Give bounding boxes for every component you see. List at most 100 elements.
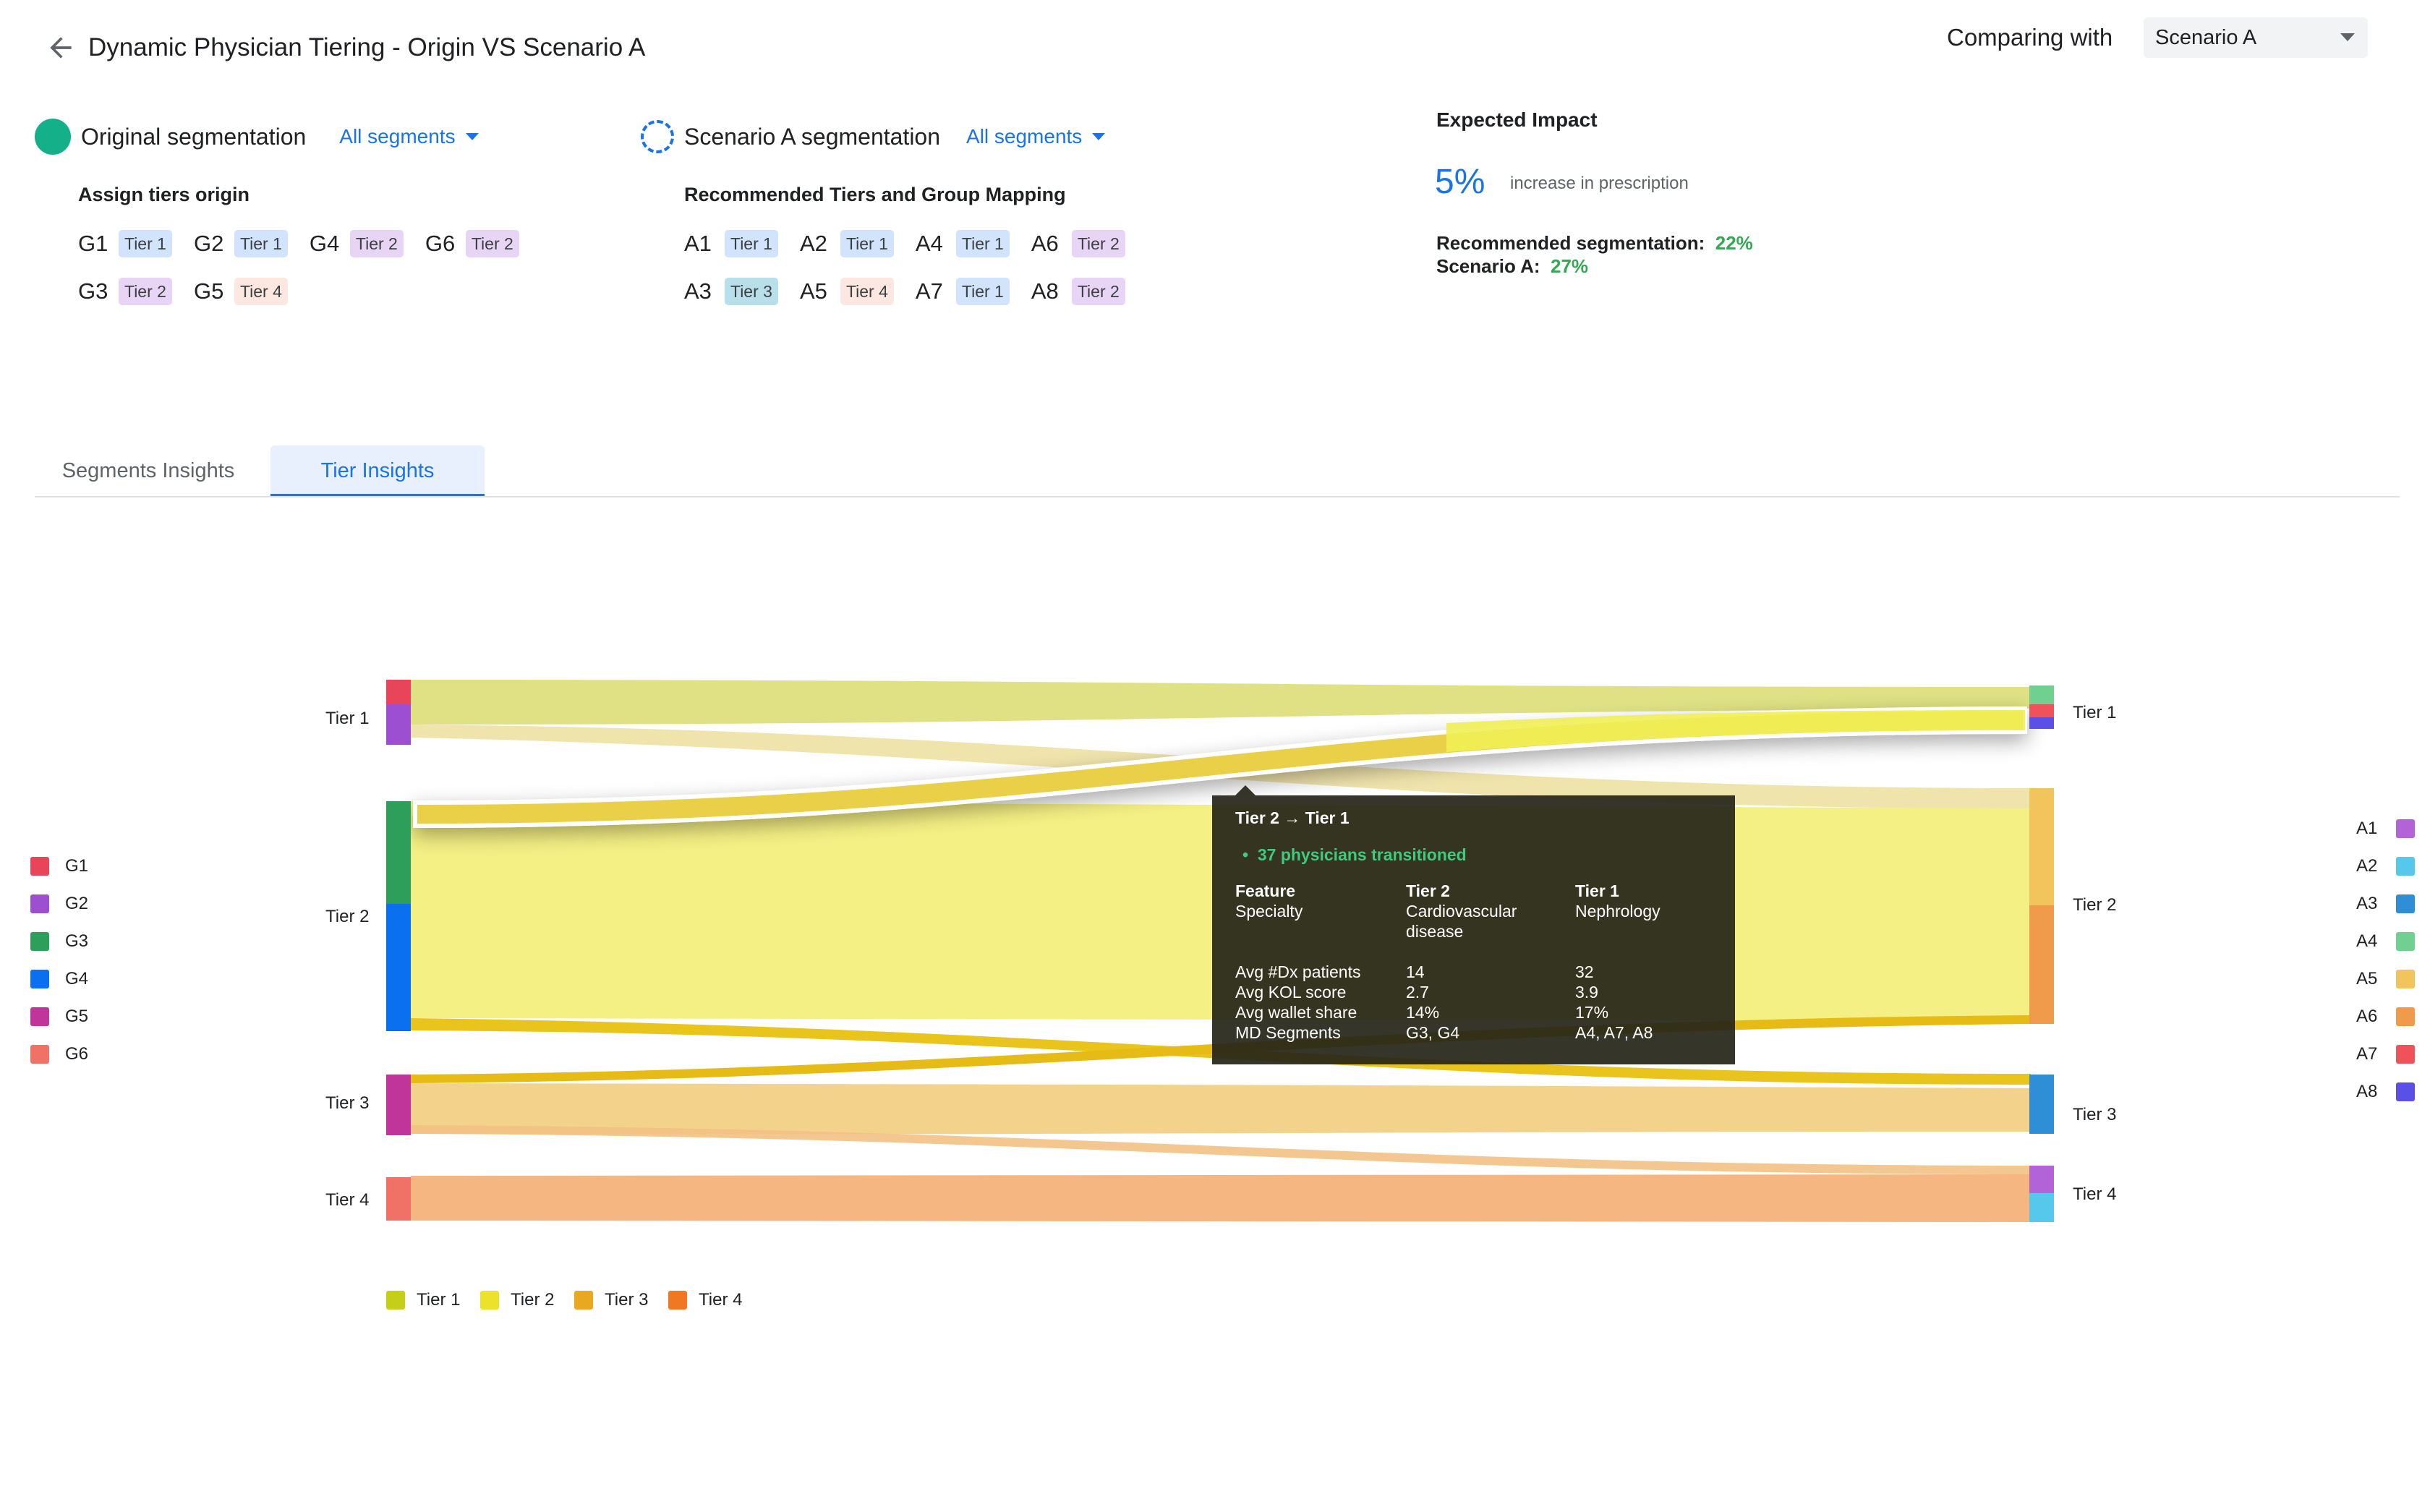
legend-label: G6 bbox=[65, 1044, 89, 1064]
segment-name: G1 bbox=[78, 231, 108, 256]
flow-tooltip: Tier 2 → Tier 1 • 37 physicians transiti… bbox=[1212, 795, 1735, 1064]
tooltip-count: • 37 physicians transitioned bbox=[1242, 845, 1467, 864]
chip-row: A1 Tier 1 A2 Tier 1 A4 Tier 1 A6 Tier 2 bbox=[684, 230, 1147, 257]
segment-chip-item: G6 Tier 2 bbox=[425, 230, 519, 257]
left-tier3-label: Tier 3 bbox=[325, 1093, 370, 1113]
legend-item-g3[interactable]: G3 bbox=[30, 931, 88, 952]
tooltip-cell: 2.7 bbox=[1406, 983, 1429, 1001]
legend-item-g2[interactable]: G2 bbox=[30, 894, 88, 914]
tooltip-cell: 17% bbox=[1575, 1003, 1609, 1022]
legend-item-a7[interactable]: A7 bbox=[2356, 1044, 2416, 1064]
node-left-tier4-g6[interactable] bbox=[386, 1177, 411, 1221]
legend-item-a3[interactable]: A3 bbox=[2356, 894, 2416, 914]
scenario-subtitle: Recommended Tiers and Group Mapping bbox=[684, 184, 1066, 205]
tier-legend-item[interactable]: Tier 4 bbox=[668, 1290, 742, 1310]
node-left-tier2-g3[interactable] bbox=[386, 801, 411, 904]
segment-chip-item: G2 Tier 1 bbox=[194, 230, 288, 257]
legend-label: A6 bbox=[2356, 1007, 2378, 1026]
tier-legend-label: Tier 1 bbox=[417, 1290, 461, 1310]
legend-swatch bbox=[30, 857, 49, 876]
tier-chip: Tier 2 bbox=[349, 230, 404, 257]
scenario-tier-chips: A1 Tier 1 A2 Tier 1 A4 Tier 1 A6 Tier 2 A3 Tier 3… bbox=[684, 230, 1147, 325]
legend-item-a2[interactable]: A2 bbox=[2356, 856, 2416, 876]
caret-down-icon bbox=[1092, 133, 1106, 140]
legend-item-a5[interactable]: A5 bbox=[2356, 969, 2416, 989]
original-filter-dropdown[interactable]: All segments bbox=[339, 125, 479, 148]
legend-item-a8[interactable]: A8 bbox=[2356, 1082, 2416, 1102]
tooltip-count-text: 37 physicians transitioned bbox=[1257, 845, 1467, 864]
legend-item-g5[interactable]: G5 bbox=[30, 1007, 88, 1027]
node-right-tier1-a4[interactable] bbox=[2029, 685, 2054, 704]
rec-label: Recommended segmentation: bbox=[1436, 232, 1705, 254]
legend-swatch bbox=[2396, 894, 2416, 913]
legend-item-g6[interactable]: G6 bbox=[30, 1044, 88, 1064]
tier-legend-item[interactable]: Tier 3 bbox=[574, 1290, 648, 1310]
tab-tier-insights[interactable]: Tier Insights bbox=[270, 445, 485, 497]
flow-tier1-tier1[interactable] bbox=[411, 680, 2031, 725]
tier-legend-item[interactable]: Tier 1 bbox=[386, 1290, 460, 1310]
original-segmentation-header: Original segmentation All segments bbox=[35, 119, 479, 155]
flow-tier3-tier4[interactable] bbox=[411, 1125, 2031, 1174]
legend-label: G3 bbox=[65, 931, 89, 951]
tier-chip: Tier 2 bbox=[119, 278, 172, 305]
node-left-tier1-g2[interactable] bbox=[386, 704, 411, 745]
segment-chip-item: A1 Tier 1 bbox=[684, 230, 778, 257]
node-left-tier1-g1[interactable] bbox=[386, 680, 411, 704]
segment-chip-item: A5 Tier 4 bbox=[800, 278, 894, 305]
legend-item-a6[interactable]: A6 bbox=[2356, 1007, 2416, 1027]
tier-chip: Tier 1 bbox=[725, 230, 778, 257]
node-left-tier3-g5[interactable] bbox=[386, 1075, 411, 1135]
impact-comparison: Recommended segmentation: 22% Scenario A… bbox=[1436, 231, 1753, 278]
flow-tier3-tier3[interactable] bbox=[411, 1083, 2031, 1135]
segment-name: A1 bbox=[684, 231, 712, 256]
legend-item-a1[interactable]: A1 bbox=[2356, 819, 2416, 839]
rec-value: 22% bbox=[1715, 232, 1753, 254]
segment-name: A4 bbox=[915, 231, 943, 256]
tier-legend-label: Tier 4 bbox=[699, 1290, 743, 1310]
node-right-tier4-a2[interactable] bbox=[2029, 1193, 2054, 1222]
tab-segments-insights[interactable]: Segments Insights bbox=[61, 459, 235, 482]
scenario-filter-label: All segments bbox=[966, 125, 1083, 148]
legend-item-g4[interactable]: G4 bbox=[30, 969, 88, 989]
tier-legend-item[interactable]: Tier 2 bbox=[480, 1290, 554, 1310]
tier-chip: Tier 2 bbox=[1071, 230, 1125, 257]
node-left-tier2-g4[interactable] bbox=[386, 904, 411, 1031]
node-right-tier1-a7[interactable] bbox=[2029, 704, 2054, 717]
segment-chip-item: G4 Tier 2 bbox=[310, 230, 404, 257]
tooltip-cell: 14% bbox=[1406, 1003, 1440, 1022]
legend-swatch bbox=[2396, 1007, 2416, 1026]
node-right-tier3-a3[interactable] bbox=[2029, 1075, 2054, 1134]
tabs-divider bbox=[35, 496, 2400, 497]
legend-label: A3 bbox=[2356, 894, 2378, 913]
legend-swatch bbox=[2396, 970, 2416, 988]
tier-chip: Tier 4 bbox=[840, 278, 894, 305]
back-arrow-icon[interactable] bbox=[45, 32, 77, 64]
node-right-tier1-a8[interactable] bbox=[2029, 717, 2054, 729]
node-right-tier2-a5[interactable] bbox=[2029, 788, 2054, 905]
tier-chip: Tier 1 bbox=[955, 278, 1010, 305]
flow-tier4-tier4[interactable] bbox=[411, 1174, 2031, 1222]
scenario-filter-dropdown[interactable]: All segments bbox=[966, 125, 1106, 148]
legend-label: A4 bbox=[2356, 931, 2378, 951]
scenario-select[interactable]: Scenario A bbox=[2144, 17, 2368, 58]
legend-label: A2 bbox=[2356, 856, 2378, 876]
tooltip-cell: Specialty bbox=[1235, 902, 1303, 921]
tier-chip: Tier 1 bbox=[955, 230, 1010, 257]
legend-swatch bbox=[30, 894, 49, 913]
node-right-tier2-a6[interactable] bbox=[2029, 905, 2054, 1024]
tooltip-cell: Avg #Dx patients bbox=[1235, 962, 1361, 981]
tier-chip: Tier 4 bbox=[234, 278, 288, 305]
impact-title: Expected Impact bbox=[1436, 108, 1598, 131]
page-title: Dynamic Physician Tiering - Origin VS Sc… bbox=[88, 33, 646, 61]
legend-swatch bbox=[2396, 932, 2416, 951]
legend-item-a4[interactable]: A4 bbox=[2356, 931, 2416, 952]
legend-swatch bbox=[30, 932, 49, 951]
tier-legend-swatch bbox=[574, 1291, 593, 1310]
legend-item-g1[interactable]: G1 bbox=[30, 856, 88, 876]
legend-label: G5 bbox=[65, 1007, 89, 1026]
segment-name: G5 bbox=[193, 278, 224, 304]
node-right-tier4-a1[interactable] bbox=[2029, 1166, 2054, 1193]
legend-label: A5 bbox=[2356, 969, 2378, 988]
scen-value: 27% bbox=[1550, 255, 1589, 277]
right-tier3-label: Tier 3 bbox=[2073, 1105, 2117, 1124]
